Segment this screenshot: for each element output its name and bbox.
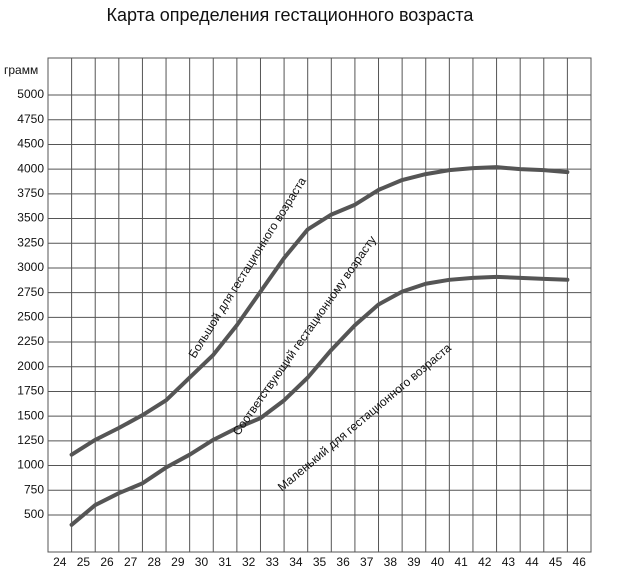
x-tick-label: 35	[313, 555, 327, 569]
x-tick-label: 28	[148, 555, 162, 569]
series-line	[69, 165, 570, 457]
y-tick-label: 750	[24, 482, 44, 496]
y-tick-label: 1250	[17, 433, 44, 447]
x-tick-label: 36	[336, 555, 350, 569]
x-tick-label: 26	[100, 555, 114, 569]
y-tick-label: 4000	[17, 161, 44, 175]
x-tick-label: 45	[549, 555, 563, 569]
y-tick-label: 1000	[17, 458, 44, 472]
x-tick-label: 24	[53, 555, 67, 569]
x-tick-label: 25	[77, 555, 91, 569]
curve-annotation: Маленький для гестационного возраста	[275, 340, 454, 494]
x-tick-label: 31	[218, 555, 232, 569]
y-tick-label: 2750	[17, 285, 44, 299]
y-tick-label: 500	[24, 507, 44, 521]
x-tick-label: 42	[478, 555, 492, 569]
series-line	[69, 274, 570, 527]
x-tick-label: 33	[266, 555, 280, 569]
y-axis-label: грамм	[4, 63, 38, 77]
y-tick-label: 5000	[17, 87, 44, 101]
y-tick-label: 4500	[17, 137, 44, 151]
y-tick-label: 3250	[17, 235, 44, 249]
x-tick-label: 43	[502, 555, 516, 569]
x-tick-label: 37	[360, 555, 374, 569]
x-tick-label: 27	[124, 555, 138, 569]
x-tick-label: 44	[525, 555, 539, 569]
y-tick-label: 2250	[17, 334, 44, 348]
y-tick-label: 3750	[17, 186, 44, 200]
x-tick-label: 29	[171, 555, 185, 569]
x-tick-label: 34	[289, 555, 303, 569]
curve-annotation: Большой для гестационного возраста	[186, 174, 310, 360]
y-tick-label: 4750	[17, 112, 44, 126]
x-tick-label: 30	[195, 555, 209, 569]
y-tick-label: 2500	[17, 310, 44, 324]
x-tick-label: 41	[454, 555, 468, 569]
x-tick-label: 39	[407, 555, 421, 569]
chart-title: Карта определения гестационного возраста	[107, 5, 475, 25]
y-tick-label: 3000	[17, 260, 44, 274]
x-tick-label: 40	[431, 555, 445, 569]
y-tick-label: 3500	[17, 211, 44, 225]
x-tick-label: 46	[573, 555, 587, 569]
y-tick-label: 1750	[17, 384, 44, 398]
y-tick-label: 2000	[17, 359, 44, 373]
y-tick-label: 1500	[17, 408, 44, 422]
x-tick-label: 32	[242, 555, 256, 569]
x-tick-label: 38	[384, 555, 398, 569]
